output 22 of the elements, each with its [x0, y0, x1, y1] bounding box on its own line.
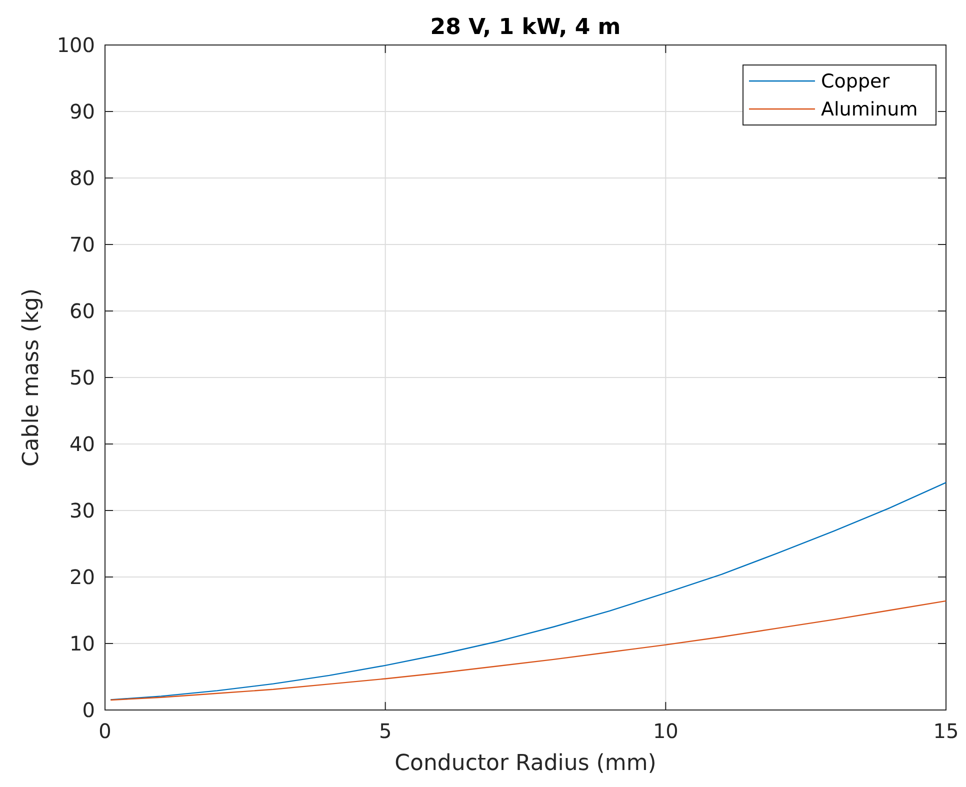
line-series [110, 600, 947, 701]
y-tick-label: 90 [70, 100, 95, 124]
x-axis-title: Conductor Radius (mm) [394, 751, 656, 776]
y-tick-label: 10 [70, 632, 95, 656]
y-tick-label: 30 [70, 498, 95, 522]
chart-title: 28 V, 1 kW, 4 m [430, 15, 621, 40]
x-tick-label: 5 [378, 719, 392, 743]
x-tick-label: 15 [933, 719, 959, 743]
y-axis-title: Cable mass (kg) [19, 288, 44, 467]
legend-label: Aluminum [821, 98, 918, 121]
y-tick-label: 80 [70, 166, 95, 190]
y-tick-label: 20 [70, 565, 95, 589]
x-tick-label: 0 [98, 719, 112, 743]
y-tick-label: 50 [70, 366, 95, 390]
y-tick-label: 60 [70, 299, 95, 323]
line-series [110, 482, 947, 700]
x-tick-label: 10 [652, 719, 678, 743]
y-tick-label: 70 [70, 232, 95, 256]
y-tick-label: 40 [70, 432, 95, 456]
y-tick-label: 100 [56, 33, 95, 57]
y-tick-label: 0 [82, 698, 95, 722]
legend-label: Copper [821, 70, 890, 93]
